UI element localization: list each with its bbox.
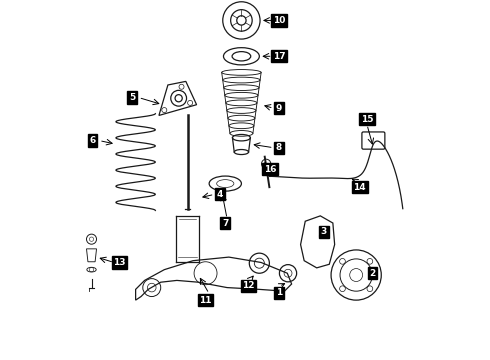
Text: 7: 7 bbox=[222, 219, 228, 228]
Text: 12: 12 bbox=[243, 281, 255, 290]
Text: 2: 2 bbox=[369, 269, 375, 278]
Text: 8: 8 bbox=[276, 143, 282, 152]
Text: 9: 9 bbox=[276, 104, 282, 113]
Text: 15: 15 bbox=[361, 114, 373, 123]
Text: 13: 13 bbox=[113, 258, 126, 267]
Text: 14: 14 bbox=[353, 183, 366, 192]
Text: 11: 11 bbox=[199, 296, 212, 305]
Text: 1: 1 bbox=[276, 288, 282, 297]
Text: 6: 6 bbox=[90, 136, 96, 145]
Text: 4: 4 bbox=[217, 190, 223, 199]
Text: 16: 16 bbox=[264, 165, 276, 174]
Text: 5: 5 bbox=[129, 93, 135, 102]
Text: 3: 3 bbox=[321, 228, 327, 237]
Text: 10: 10 bbox=[273, 16, 285, 25]
Text: 17: 17 bbox=[273, 52, 285, 61]
